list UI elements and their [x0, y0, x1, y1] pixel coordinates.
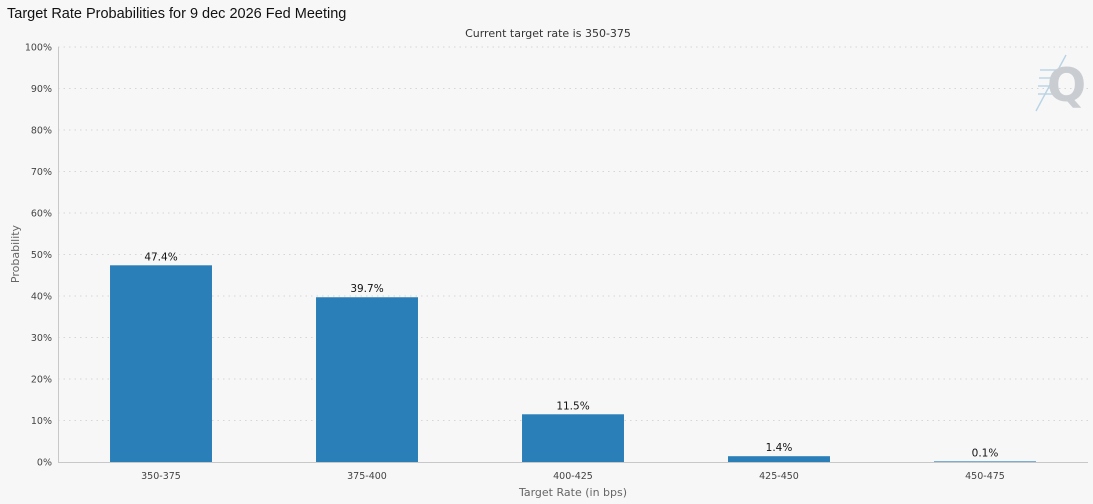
x-axis-ticks: 350-375 375-400 400-425 425-450 450-475	[141, 471, 1005, 482]
x-tick-label: 400-425	[553, 471, 593, 482]
y-axis-title: Probability	[9, 224, 22, 283]
x-tick-label: 425-450	[759, 471, 799, 482]
page-title: Target Rate Probabilities for 9 dec 2026…	[7, 6, 347, 22]
y-tick-label: 10%	[31, 416, 52, 427]
y-tick-label: 80%	[31, 126, 52, 137]
bar-350-375	[110, 265, 212, 462]
x-axis-title: Target Rate (in bps)	[518, 486, 627, 499]
bar-400-425	[522, 414, 624, 462]
y-tick-label: 50%	[31, 250, 52, 261]
q-logo-icon: Q	[1035, 54, 1086, 112]
y-tick-label: 70%	[31, 167, 52, 178]
grid-lines	[58, 46, 1088, 421]
bar-425-450	[728, 456, 830, 462]
y-axis-ticks: 0% 10% 20% 30% 40% 50% 60% 70% 80% 90% 100%	[25, 43, 52, 469]
bars	[110, 265, 1036, 462]
y-tick-label: 100%	[25, 43, 52, 54]
data-label: 0.1%	[972, 447, 999, 459]
data-label: 39.7%	[350, 283, 383, 295]
data-label: 1.4%	[766, 442, 793, 454]
y-tick-label: 40%	[31, 292, 52, 303]
chart-subtitle: Current target rate is 350-375	[465, 27, 631, 40]
x-tick-label: 375-400	[347, 471, 387, 482]
data-label: 11.5%	[556, 400, 589, 412]
y-tick-label: 20%	[31, 375, 52, 386]
y-tick-label: 0%	[37, 458, 52, 469]
logo-letter: Q	[1047, 58, 1086, 112]
y-tick-label: 30%	[31, 333, 52, 344]
x-tick-label: 350-375	[141, 471, 181, 482]
data-labels: 47.4% 39.7% 11.5% 1.4% 0.1%	[144, 251, 998, 459]
data-label: 47.4%	[144, 251, 177, 263]
y-tick-label: 90%	[31, 84, 52, 95]
bar-450-475	[934, 461, 1036, 462]
bar-375-400	[316, 297, 418, 462]
y-tick-label: 60%	[31, 209, 52, 220]
x-tick-label: 450-475	[965, 471, 1005, 482]
